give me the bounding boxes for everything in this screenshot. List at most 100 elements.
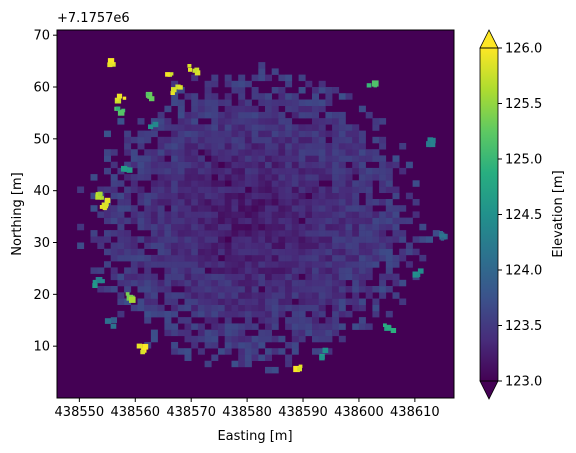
heatmap-cell bbox=[244, 286, 252, 293]
heatmap-cell bbox=[211, 217, 219, 225]
heatmap-cell bbox=[338, 298, 346, 305]
heatmap-cell bbox=[338, 323, 346, 330]
heatmap-cell bbox=[184, 167, 192, 175]
heatmap-cell bbox=[278, 261, 286, 268]
heatmap-cell bbox=[332, 217, 340, 225]
heatmap-cell bbox=[191, 292, 199, 299]
heatmap-cell bbox=[338, 192, 346, 200]
heatmap-cell bbox=[238, 124, 246, 131]
heatmap-cell bbox=[184, 192, 192, 200]
heatmap-cell bbox=[298, 155, 306, 162]
heatmap-cell bbox=[238, 211, 246, 218]
heatmap-cell bbox=[157, 143, 165, 150]
heatmap-cell bbox=[312, 87, 319, 94]
heatmap-cell bbox=[325, 205, 333, 212]
heatmap-cell bbox=[298, 199, 306, 206]
heatmap-cell bbox=[358, 317, 366, 324]
heatmap-cell bbox=[358, 323, 366, 330]
heatmap-cell bbox=[244, 149, 252, 156]
heatmap-cell bbox=[358, 167, 366, 175]
heatmap-cell bbox=[265, 161, 272, 169]
heatmap-cell bbox=[231, 279, 239, 287]
heatmap-cell bbox=[285, 217, 293, 225]
heatmap-cell bbox=[164, 118, 172, 125]
heatmap-cell bbox=[204, 186, 212, 193]
heatmap-cell bbox=[164, 174, 172, 181]
heatmap-cell bbox=[372, 211, 380, 218]
heatmap-cell bbox=[352, 236, 360, 243]
heatmap-highlight-cell bbox=[148, 124, 154, 130]
heatmap-cell bbox=[238, 279, 246, 287]
heatmap-cell bbox=[298, 211, 306, 218]
heatmap-cell bbox=[352, 136, 360, 144]
heatmap-cell bbox=[224, 186, 232, 193]
heatmap-cell bbox=[271, 192, 279, 200]
heatmap-cell bbox=[338, 261, 346, 268]
heatmap-cell bbox=[171, 342, 179, 349]
heatmap-cell bbox=[258, 74, 266, 82]
heatmap-cell bbox=[325, 192, 333, 200]
heatmap-cell bbox=[372, 310, 380, 318]
heatmap-cell bbox=[191, 118, 199, 125]
heatmap-cell bbox=[164, 267, 172, 274]
heatmap-cell bbox=[177, 130, 185, 138]
heatmap-cell bbox=[184, 348, 192, 355]
heatmap-cell bbox=[305, 161, 313, 169]
heatmap-cell bbox=[285, 180, 293, 187]
heatmap-cell bbox=[204, 199, 212, 206]
heatmap-cell bbox=[285, 230, 293, 237]
heatmap-cell bbox=[258, 236, 266, 243]
heatmap-cell bbox=[204, 99, 212, 106]
heatmap-cell bbox=[305, 248, 313, 256]
heatmap-cell bbox=[385, 310, 393, 318]
heatmap-cell bbox=[110, 248, 118, 256]
heatmap-cell bbox=[211, 211, 219, 218]
heatmap-cell bbox=[258, 174, 266, 181]
heatmap-cell bbox=[372, 155, 380, 162]
heatmap-cell bbox=[278, 87, 286, 94]
heatmap-cell bbox=[352, 304, 360, 312]
heatmap-cell bbox=[271, 111, 279, 119]
heatmap-cell bbox=[365, 211, 373, 218]
heatmap-cell bbox=[184, 205, 192, 212]
heatmap-cell bbox=[399, 279, 407, 287]
heatmap-cell bbox=[265, 254, 272, 262]
heatmap-cell bbox=[224, 329, 232, 337]
heatmap-cell bbox=[251, 286, 259, 293]
heatmap-highlight-cell bbox=[319, 355, 325, 361]
heatmap-cell bbox=[97, 186, 105, 193]
heatmap-cell bbox=[130, 273, 138, 281]
heatmap-cell bbox=[372, 298, 380, 305]
heatmap-cell bbox=[345, 310, 353, 318]
heatmap-cell bbox=[157, 186, 165, 193]
heatmap-cell bbox=[137, 236, 145, 243]
heatmap-cell bbox=[312, 124, 319, 131]
colorbar-gradient bbox=[480, 48, 498, 381]
heatmap-cell bbox=[372, 118, 380, 125]
heatmap-cell bbox=[171, 310, 179, 318]
heatmap-cell bbox=[298, 230, 306, 237]
heatmap-cell bbox=[251, 174, 259, 181]
heatmap-cell bbox=[204, 192, 212, 200]
heatmap-cell bbox=[265, 323, 272, 330]
heatmap-cell bbox=[291, 342, 299, 349]
heatmap-cell bbox=[285, 74, 293, 82]
heatmap-cell bbox=[305, 124, 313, 131]
heatmap-cell bbox=[244, 192, 252, 200]
heatmap-cell bbox=[231, 174, 239, 181]
heatmap-cell bbox=[285, 93, 293, 100]
heatmap-cell bbox=[278, 118, 286, 125]
heatmap-cell bbox=[318, 286, 326, 293]
heatmap-cell bbox=[312, 223, 319, 231]
heatmap-cell bbox=[358, 143, 366, 150]
heatmap-cell bbox=[285, 317, 293, 324]
heatmap-cell bbox=[184, 354, 192, 361]
heatmap-cell bbox=[345, 124, 353, 131]
heatmap-cell bbox=[285, 167, 293, 175]
heatmap-cell bbox=[197, 217, 205, 225]
heatmap-cell bbox=[379, 286, 387, 293]
heatmap-highlight-cell bbox=[92, 283, 98, 288]
heatmap-cell bbox=[197, 167, 205, 175]
heatmap-cell bbox=[318, 80, 326, 88]
heatmap-cell bbox=[231, 180, 239, 187]
